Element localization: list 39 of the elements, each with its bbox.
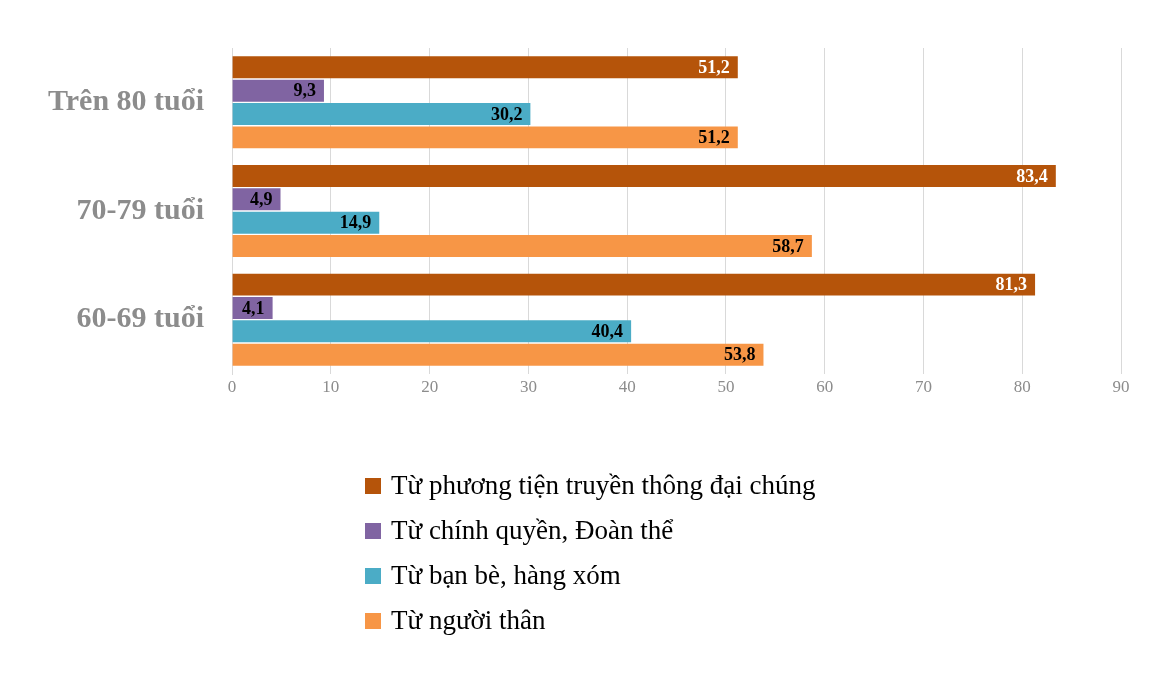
bar — [232, 235, 812, 258]
data-label: 14,9 — [339, 212, 372, 233]
x-tick-label: 90 — [1112, 376, 1130, 396]
bar — [232, 164, 1056, 187]
x-tick-label: 30 — [519, 376, 537, 396]
data-label: 40,4 — [591, 321, 624, 341]
bar — [232, 56, 738, 79]
legend-label: Từ người thân — [391, 605, 546, 636]
data-label: 83,4 — [1016, 165, 1048, 186]
y-tick-label: 60-69 tuổi — [76, 300, 205, 334]
bar — [232, 273, 1036, 296]
x-tick-label: 0 — [227, 376, 237, 396]
bar — [232, 343, 764, 366]
legend-label: Từ bạn bè, hàng xóm — [391, 560, 621, 591]
bar — [232, 103, 531, 125]
bar — [232, 126, 738, 149]
x-tick-label: 60 — [816, 376, 834, 396]
x-tick-label: 10 — [322, 376, 340, 396]
data-label: 4,9 — [250, 188, 273, 209]
bar — [232, 79, 324, 102]
y-tick-label: 70-79 tuổi — [76, 191, 205, 225]
x-tick-label: 50 — [717, 376, 735, 396]
data-label: 9,3 — [293, 80, 316, 101]
data-label: 4,1 — [242, 297, 265, 318]
bar — [232, 211, 380, 234]
y-tick-label: Trên 80 tuổi — [48, 83, 205, 117]
x-tick-label: 70 — [914, 376, 932, 396]
legend-label: Từ chính quyền, Đoàn thể — [391, 515, 674, 546]
x-tick-label: 20 — [421, 376, 439, 396]
data-label: 30,2 — [490, 103, 523, 124]
x-tick-label: 40 — [618, 376, 636, 396]
data-label: 58,7 — [772, 235, 804, 256]
legend-label: Từ phương tiện truyền thông đại chúng — [391, 470, 816, 501]
data-label: 51,2 — [698, 127, 730, 148]
bar — [232, 320, 632, 343]
data-label: 81,3 — [995, 274, 1028, 295]
data-label: 51,2 — [698, 56, 730, 77]
data-label: 53,8 — [723, 344, 756, 365]
x-tick-label: 80 — [1013, 376, 1031, 396]
